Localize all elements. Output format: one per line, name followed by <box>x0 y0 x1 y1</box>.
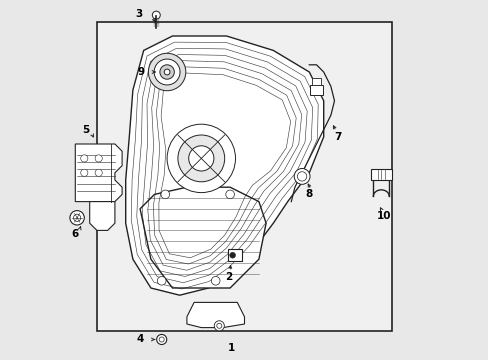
Circle shape <box>178 135 224 182</box>
Polygon shape <box>125 36 323 295</box>
Circle shape <box>164 69 170 75</box>
Text: 6: 6 <box>72 229 79 239</box>
Text: 9: 9 <box>137 67 144 77</box>
Circle shape <box>95 155 102 162</box>
Circle shape <box>148 53 185 91</box>
Circle shape <box>95 169 102 176</box>
Text: 8: 8 <box>305 189 312 199</box>
Bar <box>370 169 391 180</box>
Text: 7: 7 <box>334 132 341 142</box>
Text: 4: 4 <box>136 334 143 345</box>
Text: 2: 2 <box>224 272 231 282</box>
Text: 10: 10 <box>376 211 390 221</box>
Circle shape <box>81 169 88 176</box>
Bar <box>311 78 320 85</box>
Bar <box>309 85 322 95</box>
Circle shape <box>160 65 174 79</box>
Bar <box>97 22 391 331</box>
Circle shape <box>152 11 160 19</box>
Circle shape <box>156 334 166 345</box>
Text: 5: 5 <box>82 125 89 135</box>
Circle shape <box>161 190 169 199</box>
Circle shape <box>229 252 235 258</box>
Circle shape <box>214 321 224 331</box>
Circle shape <box>294 168 309 184</box>
Bar <box>228 249 242 261</box>
Polygon shape <box>75 144 122 202</box>
Polygon shape <box>186 302 244 328</box>
Circle shape <box>225 190 234 199</box>
Circle shape <box>211 276 220 285</box>
Polygon shape <box>89 202 115 230</box>
Circle shape <box>70 211 84 225</box>
Circle shape <box>154 59 180 85</box>
Circle shape <box>157 276 166 285</box>
Text: 3: 3 <box>136 9 142 19</box>
Text: 1: 1 <box>228 343 235 354</box>
Circle shape <box>167 124 235 193</box>
Circle shape <box>188 146 213 171</box>
Circle shape <box>81 155 88 162</box>
Polygon shape <box>140 187 265 288</box>
